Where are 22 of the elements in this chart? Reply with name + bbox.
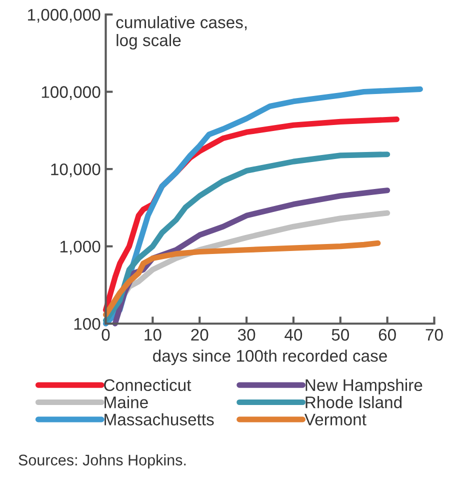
x-tick-label: 20 xyxy=(191,328,208,341)
x-tick-label: 30 xyxy=(238,328,256,341)
x-axis-title: days since 100th recorded case xyxy=(153,350,387,366)
y-tick-label: 100,000 xyxy=(42,86,100,100)
legend-label: Rhode Island xyxy=(306,396,402,408)
legend-label: Maine xyxy=(104,396,148,408)
x-tick-label: 70 xyxy=(426,328,443,341)
legend-label: Connecticut xyxy=(104,378,192,392)
x-tick-label: 0 xyxy=(102,328,110,341)
x-tick-label: 40 xyxy=(284,328,302,341)
x-tick-label: 50 xyxy=(332,328,350,341)
source-note: Sources: Johns Hopkins. xyxy=(18,454,186,469)
y-tick-label: 10,000 xyxy=(51,163,100,178)
legend-label: New Hampshire xyxy=(306,378,422,394)
y-tick-label: 1,000,000 xyxy=(28,8,100,23)
x-tick-label: 60 xyxy=(378,328,396,341)
y-tick-label: 100 xyxy=(74,318,100,330)
legend-label: Massachusetts xyxy=(104,413,214,426)
x-tick-label: 10 xyxy=(144,328,162,341)
legend-label: Vermont xyxy=(304,414,366,426)
y-tick-label: 1,000 xyxy=(60,240,100,254)
y-axis-title: cumulative cases, log scale xyxy=(116,16,247,50)
